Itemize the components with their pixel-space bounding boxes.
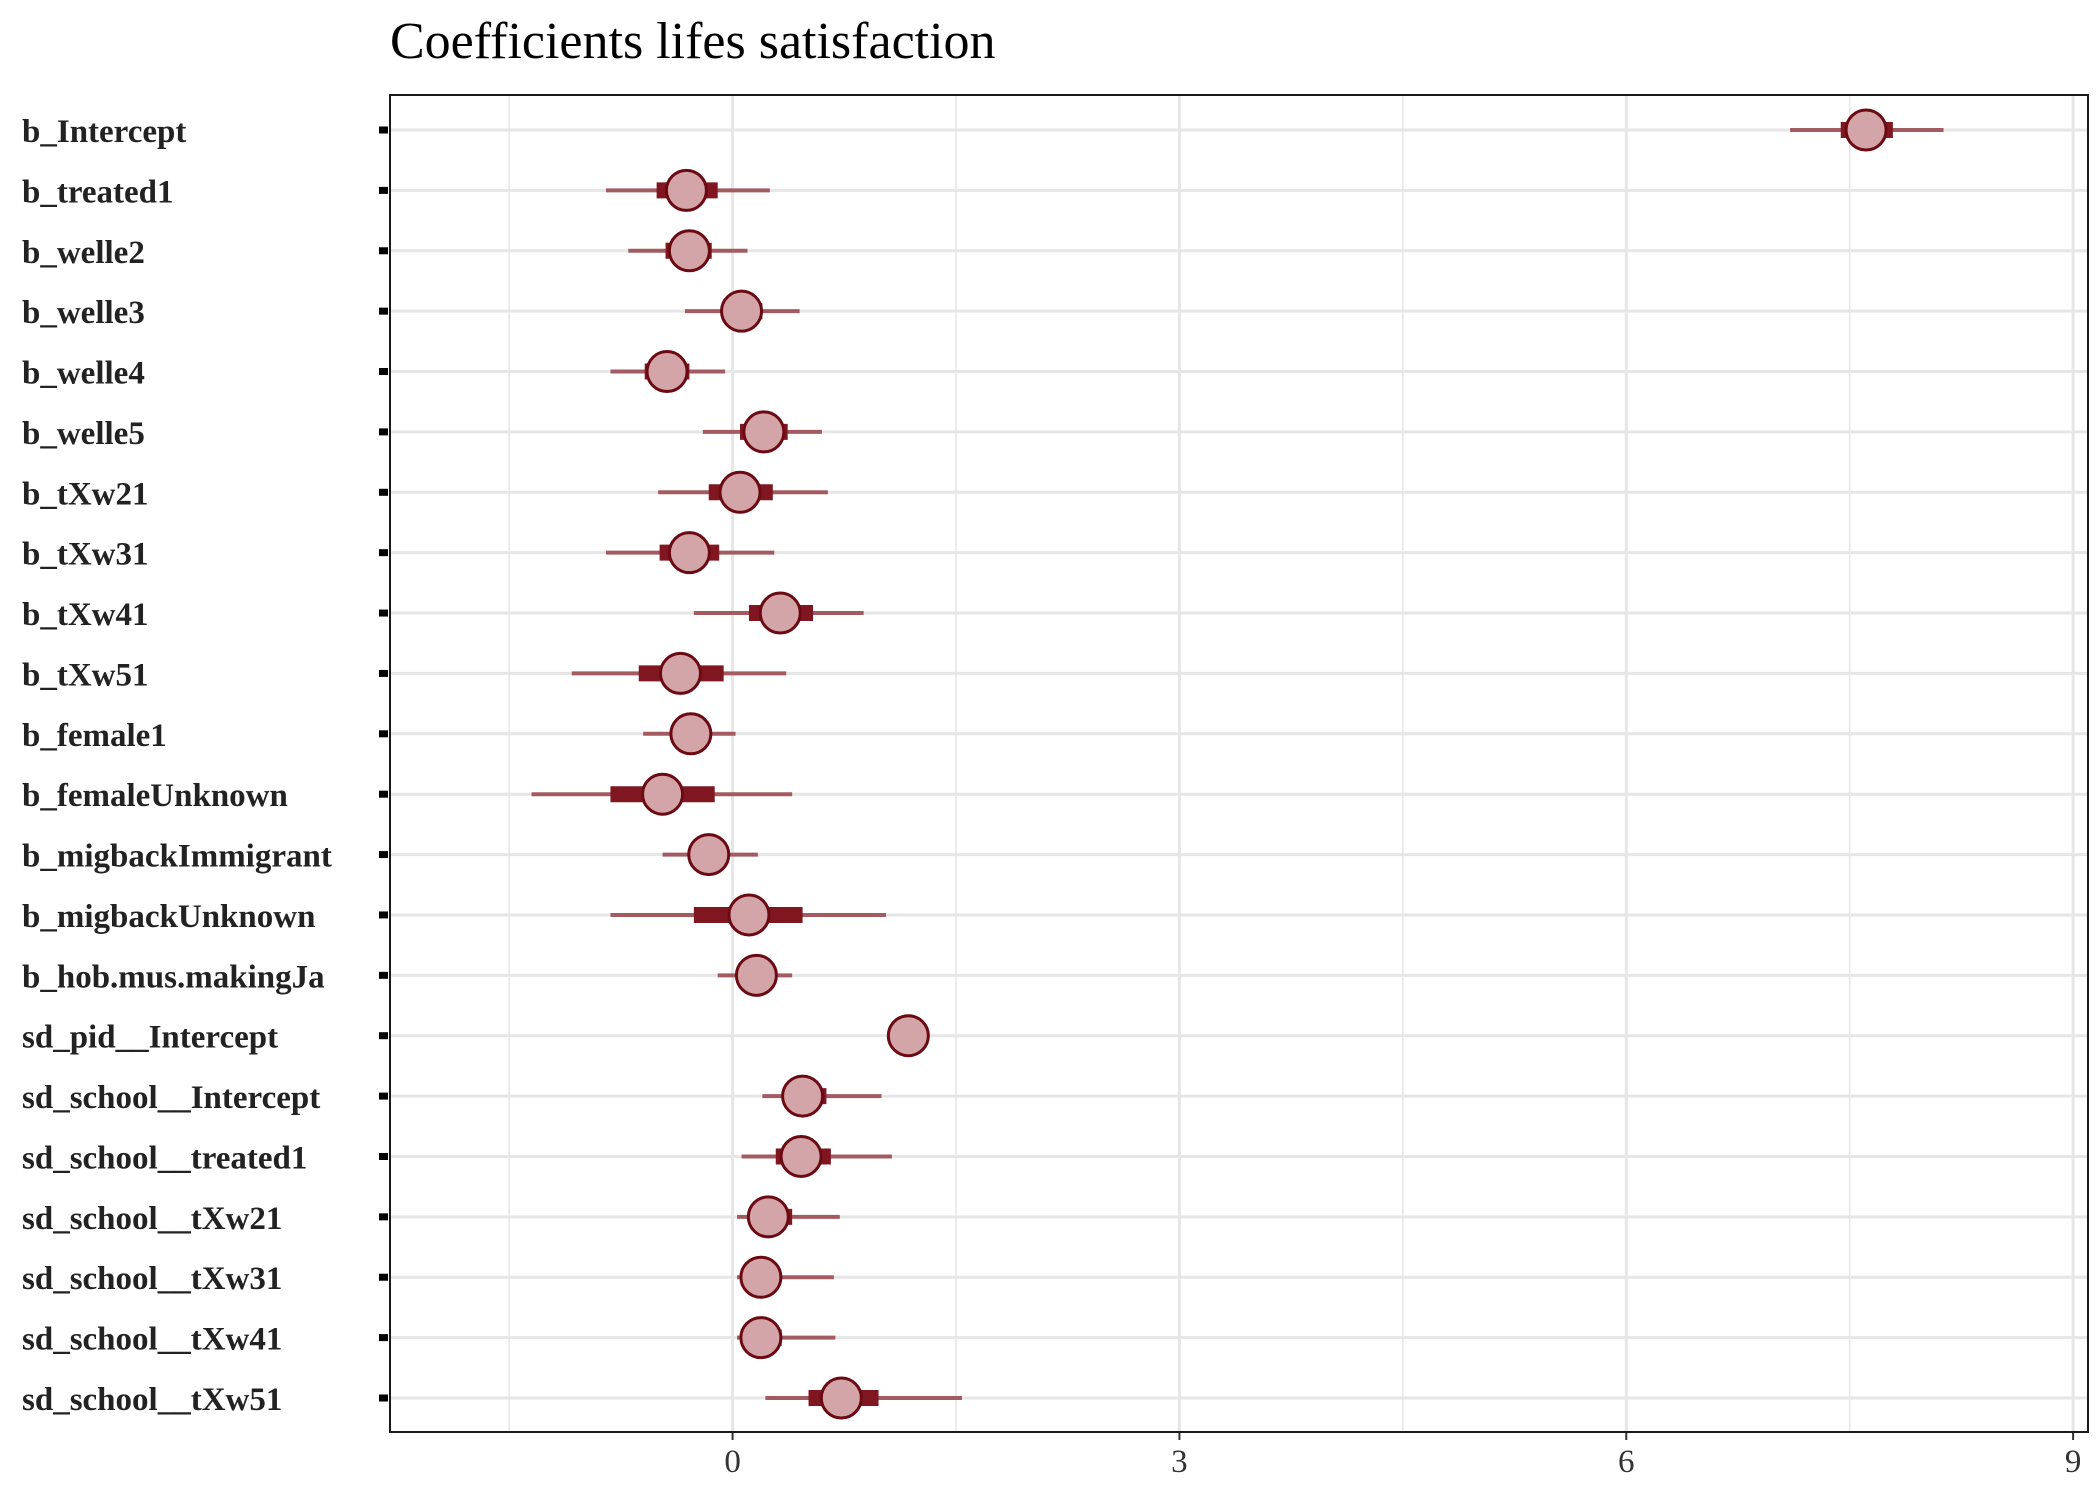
y-tick-label: b_welle4 — [22, 356, 145, 392]
point-estimate — [718, 470, 762, 514]
chart-title: Coefficients lifes satisfaction — [390, 13, 996, 70]
y-tick-label: b_tXw41 — [22, 597, 149, 633]
y-tick-label: b_tXw31 — [22, 537, 149, 573]
y-tick-label: sd_school__tXw31 — [22, 1261, 282, 1297]
y-tick-label: b_femaleUnknown — [22, 778, 288, 814]
marks-layer — [531, 108, 1944, 1420]
point-estimate — [727, 893, 771, 937]
x-tick-layer: 0 3 6 9 — [724, 1432, 2081, 1480]
point-estimate — [781, 1074, 825, 1118]
point-estimate — [720, 289, 764, 333]
point-estimate — [1844, 108, 1888, 152]
y-tick-label: sd_school__treated1 — [22, 1140, 307, 1176]
y-tick-label: sd_school__Intercept — [22, 1080, 320, 1116]
y-tick-label: b_hob.mus.makingJa — [22, 959, 325, 995]
x-tick-label: 0 — [724, 1444, 741, 1480]
y-tick-label: b_Intercept — [22, 114, 186, 150]
x-tick-label: 6 — [1618, 1444, 1635, 1480]
y-tick-label: b_migbackImmigrant — [22, 839, 332, 875]
plot-panel-border — [389, 94, 2089, 1433]
y-tick-label: b_welle3 — [22, 295, 145, 331]
y-tick-label: b_tXw21 — [22, 476, 149, 512]
y-tick-label: sd_school__tXw21 — [22, 1201, 282, 1237]
y-tick-label: b_tXw51 — [22, 657, 149, 693]
point-estimate — [667, 229, 711, 273]
point-estimate — [739, 1316, 783, 1360]
y-tick-label: b_welle2 — [22, 235, 145, 271]
point-estimate — [734, 953, 778, 997]
x-tick-label: 9 — [2065, 1444, 2082, 1480]
point-estimate — [658, 651, 702, 695]
y-tick-label: sd_school__tXw41 — [22, 1322, 282, 1358]
point-estimate — [669, 712, 713, 756]
point-estimate — [667, 531, 711, 575]
y-tick-layer — [379, 126, 388, 1402]
point-estimate — [687, 833, 731, 877]
y-tick-label: b_welle5 — [22, 416, 145, 452]
point-estimate — [819, 1376, 863, 1420]
point-estimate — [758, 591, 802, 635]
point-estimate — [739, 1255, 783, 1299]
y-tick-label: b_female1 — [22, 718, 167, 754]
point-estimate — [664, 168, 708, 212]
point-estimate — [641, 772, 685, 816]
point-estimate — [645, 350, 689, 394]
point-estimate — [886, 1014, 930, 1058]
x-tick-label: 3 — [1171, 1444, 1188, 1480]
y-tick-label: sd_pid__Intercept — [22, 1020, 278, 1056]
point-estimate — [746, 1195, 790, 1239]
point-estimate — [742, 410, 786, 454]
y-tick-label: b_treated1 — [22, 174, 174, 210]
point-estimate — [779, 1134, 823, 1178]
y-label-layer: b_Intercept b_treated1 b_welle2 b_welle3 b_w… — [22, 114, 332, 1418]
y-tick-label: sd_school__tXw51 — [22, 1382, 282, 1418]
y-tick-label: b_migbackUnknown — [22, 899, 315, 935]
grid-layer — [390, 95, 2088, 1432]
